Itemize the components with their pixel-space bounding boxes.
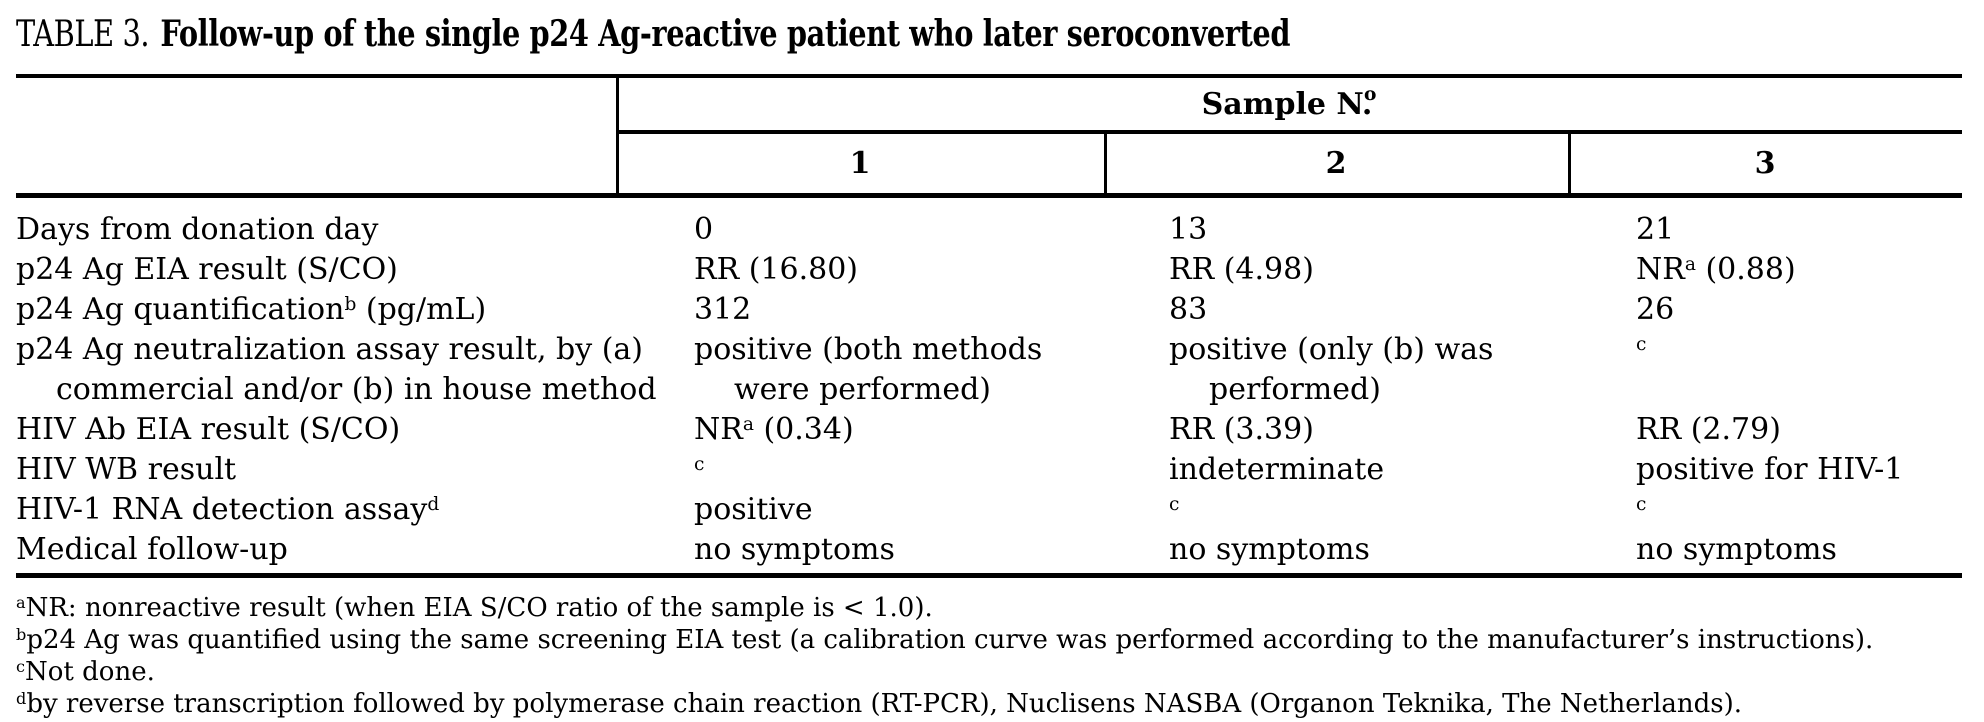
table-cell: no symptoms xyxy=(1636,532,1837,567)
table-cell: c xyxy=(1636,493,1647,515)
table-cell: 0 xyxy=(694,212,714,247)
row-label-hiv-ab-eia-result: HIV Ab EIA result (S/CO) xyxy=(16,412,401,447)
footnote-marker: c xyxy=(16,656,26,676)
column-header-sample-1: 1 xyxy=(849,146,871,181)
table-cell: 13 xyxy=(1169,212,1208,247)
table-cell: RR (3.39) xyxy=(1169,412,1314,447)
column-divider-1-2 xyxy=(1104,130,1107,198)
column-divider-2-3 xyxy=(1568,130,1571,198)
footnote-a: aNR: nonreactive result (when EIA S/CO r… xyxy=(16,592,1962,624)
table-cell: 21 xyxy=(1636,212,1675,247)
spanner-underline-rule xyxy=(616,130,1962,134)
row-label-p24-quantification: p24 Ag quantificationb (pg/mL) xyxy=(16,292,487,327)
table-cell: positive (only (b) was performed) xyxy=(1169,332,1494,407)
footnote-marker: b xyxy=(16,624,27,644)
table-cell: RR (2.79) xyxy=(1636,412,1781,447)
table-cell: no symptoms xyxy=(694,532,895,567)
stub-column-divider xyxy=(616,74,619,198)
table-rule-top xyxy=(16,74,1962,78)
footnote-text: p24 Ag was quantified using the same scr… xyxy=(26,625,1874,655)
footnote-b: bp24 Ag was quantified using the same sc… xyxy=(16,624,1962,656)
column-header-sample-3: 3 xyxy=(1754,146,1776,181)
footnotes: aNR: nonreactive result (when EIA S/CO r… xyxy=(16,578,1962,720)
table-cell: 83 xyxy=(1169,292,1208,327)
table-cell: positive (both methods were performed) xyxy=(694,332,1043,407)
row-label-days-from-donation: Days from donation day xyxy=(16,212,379,247)
column-header-sample-2: 2 xyxy=(1325,146,1347,181)
row-label-hiv1-rna-detection: HIV-1 RNA detection assayd xyxy=(16,492,440,527)
row-label-hiv-wb-result: HIV WB result xyxy=(16,452,237,487)
row-label-p24-eia-result: p24 Ag EIA result (S/CO) xyxy=(16,252,398,287)
footnote-text: Not done. xyxy=(25,657,155,687)
table-cell: RR (4.98) xyxy=(1169,252,1314,287)
table-cell: positive for HIV-1 xyxy=(1636,452,1904,487)
table-cell: c xyxy=(694,453,705,475)
table-rule-bottom xyxy=(16,573,1962,578)
table-cell: indeterminate xyxy=(1169,452,1385,487)
table-cell: RR (16.80) xyxy=(694,252,859,287)
table-cell: NRa (0.34) xyxy=(694,412,854,447)
footnote-text: NR: nonreactive result (when EIA S/CO ra… xyxy=(25,593,933,623)
table-cell: 312 xyxy=(694,292,752,327)
caption-number: TABLE 3. xyxy=(16,14,150,55)
table-caption: TABLE 3. Follow-up of the single p24 Ag-r… xyxy=(16,12,1290,57)
caption-title: Follow-up of the single p24 Ag-reactive … xyxy=(160,13,1291,55)
row-label-medical-follow-up: Medical follow-up xyxy=(16,532,288,567)
row-label-p24-neutralization-assay: p24 Ag neutralization assay result, by (… xyxy=(16,332,657,407)
footnote-c: cNot done. xyxy=(16,656,1962,688)
footnote-marker: a xyxy=(16,592,26,612)
footnote-d: dby reverse transcription followed by po… xyxy=(16,688,1962,720)
table-cell: positive xyxy=(694,492,813,527)
table-cell: no symptoms xyxy=(1169,532,1370,567)
spanner-header-sample-no: Sample N. o xyxy=(1201,83,1377,122)
table-body: Days from donation day 0 13 21 p24 Ag EI… xyxy=(16,198,1962,570)
footnote-text: by reverse transcription followed by pol… xyxy=(26,689,1742,719)
header-bottom-rule xyxy=(16,193,1962,198)
table-cell: NRa (0.88) xyxy=(1636,252,1796,287)
table-cell: c xyxy=(1636,333,1647,355)
table-cell: 26 xyxy=(1636,292,1675,327)
table-cell: c xyxy=(1169,493,1180,515)
footnote-marker: d xyxy=(16,688,27,708)
